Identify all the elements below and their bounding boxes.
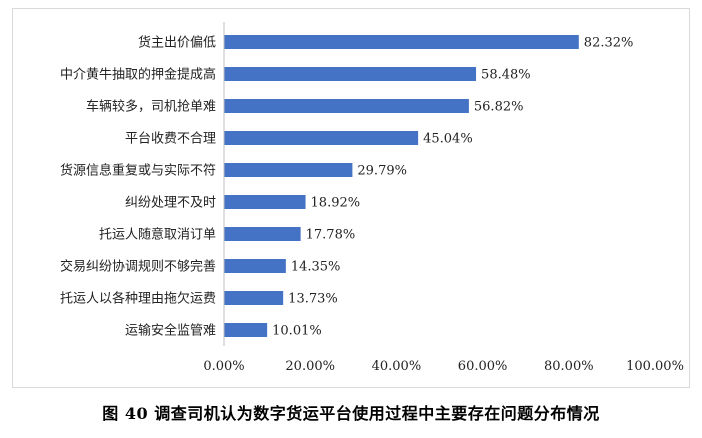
value-label-1: 58.48% (481, 68, 531, 83)
category-label-0: 货主出价偏低 (138, 35, 216, 51)
value-label-6: 17.78% (306, 228, 356, 243)
x-tick-label-2: 40.00% (372, 359, 422, 374)
bar-2 (224, 99, 469, 113)
category-label-3: 平台收费不合理 (125, 132, 216, 147)
value-label-7: 14.35% (291, 260, 341, 275)
category-label-2: 车辆较多，司机抢单难 (86, 99, 216, 115)
value-labels: 82.32% 58.48% 56.82% 45.04% 29.79% 18.92% 17.7… (272, 36, 633, 339)
bar-chart: 货主出价偏低中介黄牛抽取的押金提成高车辆较多，司机抢单难平台收费不合理货源信息重… (60, 22, 684, 374)
category-label-8: 托运人以各种理由拖欠运费 (60, 291, 216, 307)
x-tick-label-4: 80.00% (544, 359, 594, 374)
value-label-0: 82.32% (584, 36, 634, 51)
value-label-8: 13.73% (288, 292, 338, 307)
bar-4 (224, 163, 353, 177)
figure-caption: 图 40 调查司机认为数字货运平台使用过程中主要存在问题分布情况 (102, 404, 600, 423)
bar-3 (224, 131, 419, 145)
value-label-9: 10.01% (272, 324, 322, 339)
category-label-5: 纠纷处理不及时 (125, 196, 216, 211)
bar-1 (224, 67, 477, 81)
value-label-4: 29.79% (357, 164, 407, 179)
bar-9 (224, 323, 268, 337)
category-label-6: 托运人随意取消订单 (99, 227, 216, 243)
bar-7 (224, 259, 286, 273)
x-tick-label-3: 60.00% (458, 359, 508, 374)
x-axis: 0.00% 20.00% 40.00% 60.00% 80.00% 100.00% (203, 22, 684, 374)
value-label-2: 56.82% (474, 100, 524, 115)
bar-0 (224, 35, 579, 49)
bar-8 (224, 291, 284, 305)
category-label-9: 运输安全监管难 (125, 323, 216, 339)
category-label-4: 货源信息重复或与实际不符 (60, 163, 216, 179)
value-label-5: 18.92% (311, 196, 361, 211)
bar-6 (224, 227, 301, 241)
value-label-3: 45.04% (423, 132, 473, 147)
bar-5 (224, 195, 306, 209)
x-tick-label-0: 0.00% (203, 359, 244, 374)
category-labels: 货主出价偏低中介黄牛抽取的押金提成高车辆较多，司机抢单难平台收费不合理货源信息重… (60, 35, 216, 339)
category-label-7: 交易纠纷协调规则不够完善 (60, 259, 216, 275)
bars-layer (224, 35, 579, 337)
category-label-1: 中介黄牛抽取的押金提成高 (60, 67, 216, 83)
x-tick-label-1: 20.00% (285, 359, 335, 374)
x-tick-label-5: 100.00% (626, 359, 684, 374)
